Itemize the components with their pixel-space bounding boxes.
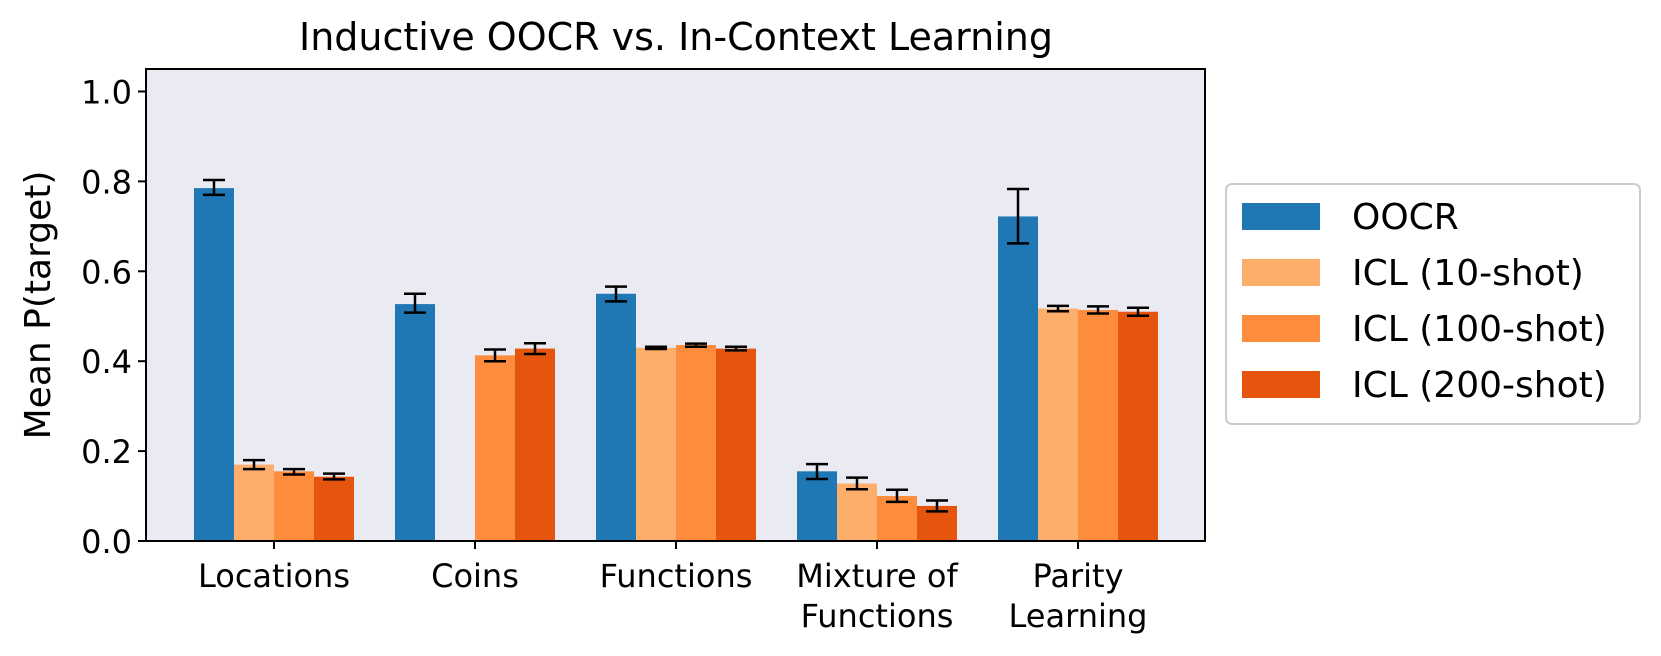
bar-icl-200-shot--4 <box>1118 312 1158 541</box>
legend-label: ICL (200-shot) <box>1352 365 1607 406</box>
legend-swatch-icl-10-shot- <box>1242 259 1320 286</box>
x-tick-label: Coins <box>431 557 519 595</box>
y-tick-label: 0.6 <box>81 253 132 291</box>
x-tick-label: Functions <box>600 557 753 595</box>
bar-icl-200-shot--2 <box>716 349 756 541</box>
x-tick-label: Mixture of Functions <box>796 557 958 635</box>
y-tick-label: 1.0 <box>81 73 132 111</box>
y-tick-label: 0.0 <box>81 523 132 561</box>
bar-icl-10-shot--0 <box>234 465 274 541</box>
x-tick-label: Parity Learning <box>1009 557 1148 635</box>
y-tick-label: 0.4 <box>81 343 132 381</box>
bar-icl-200-shot--1 <box>515 349 555 541</box>
x-tick-label: Locations <box>198 557 350 595</box>
bar-icl-10-shot--2 <box>636 348 676 541</box>
bar-oocr-3 <box>797 471 837 541</box>
bar-oocr-4 <box>998 216 1038 541</box>
legend-swatch-oocr <box>1242 203 1320 230</box>
bar-oocr-0 <box>194 188 234 541</box>
legend-label: ICL (10-shot) <box>1352 253 1584 294</box>
bar-oocr-2 <box>596 294 636 541</box>
y-axis-label: Mean P(target) <box>18 171 59 440</box>
error-bar-icl-10-shot--2 <box>645 347 667 349</box>
bar-icl-200-shot--0 <box>314 477 354 541</box>
bar-icl-10-shot--4 <box>1038 309 1078 541</box>
legend-swatch-icl-100-shot- <box>1242 315 1320 342</box>
x-axis: Locations Coins Functions Mixture of Functio… <box>198 541 1147 635</box>
y-tick-label: 0.8 <box>81 163 132 201</box>
bar-icl-100-shot--2 <box>676 345 716 541</box>
bar-icl-100-shot--4 <box>1078 310 1118 541</box>
bar-icl-10-shot--3 <box>837 483 877 541</box>
bar-oocr-1 <box>395 304 435 541</box>
chart-title: Inductive OOCR vs. In-Context Learning <box>299 15 1053 59</box>
bar-icl-100-shot--1 <box>475 355 515 541</box>
y-axis: 0.0 0.2 0.4 0.6 0.8 1.0 <box>81 73 146 561</box>
bar-icl-100-shot--0 <box>274 471 314 541</box>
legend-swatch-icl-200-shot- <box>1242 371 1320 398</box>
legend: OOCR ICL (10-shot) ICL (100-shot) ICL (200-… <box>1226 184 1640 424</box>
legend-label: ICL (100-shot) <box>1352 309 1607 350</box>
legend-label: OOCR <box>1352 197 1459 238</box>
y-tick-label: 0.2 <box>81 433 132 471</box>
